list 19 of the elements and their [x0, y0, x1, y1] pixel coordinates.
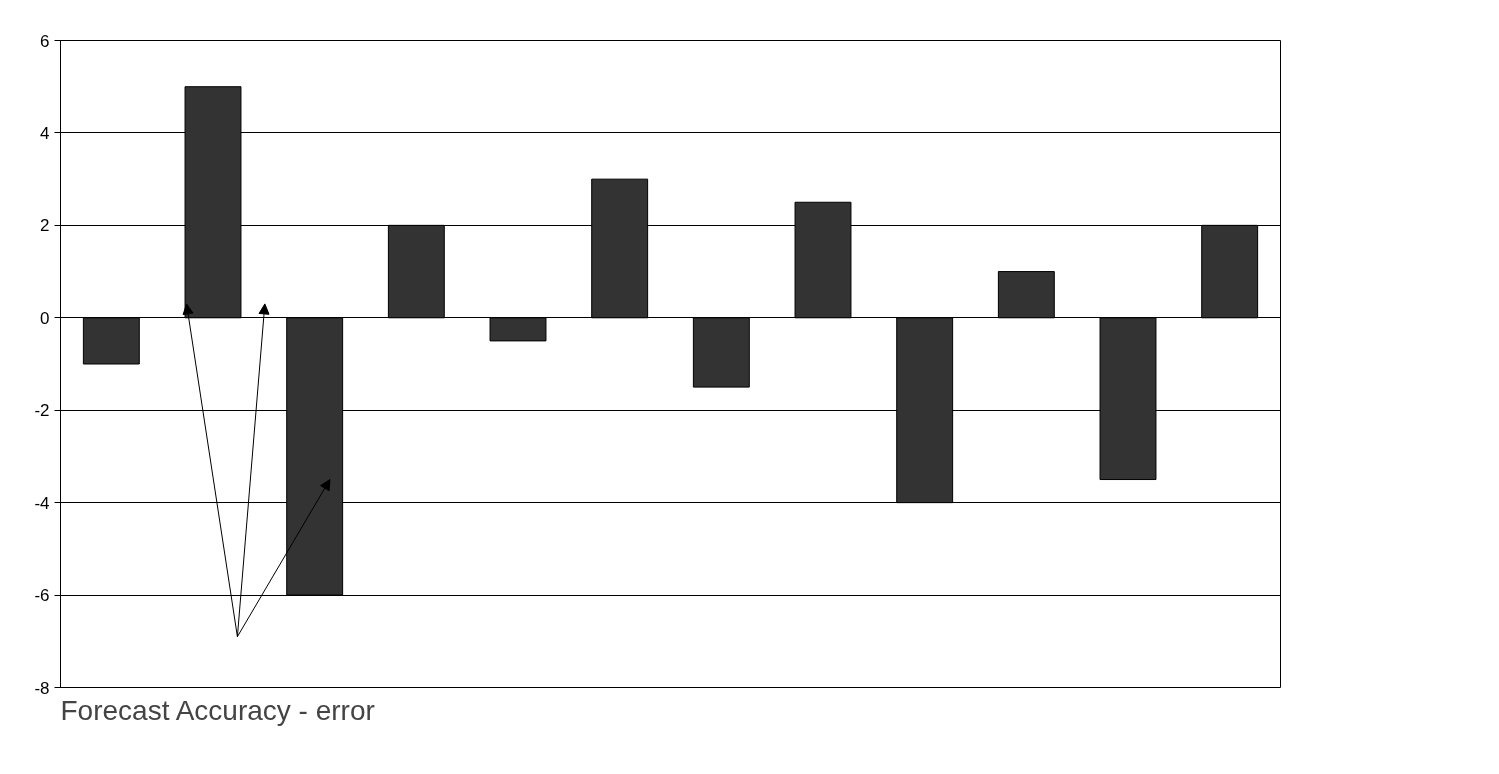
y-tick-label: 0: [40, 308, 50, 328]
bar: [896, 317, 954, 504]
bar: [82, 317, 140, 365]
bar: [1099, 317, 1157, 481]
bar: [794, 201, 852, 319]
y-tick-label: 2: [40, 216, 50, 236]
bar: [387, 224, 445, 319]
y-tick-label: 4: [40, 123, 50, 143]
text: Forecast Accuracy - error: [60, 694, 375, 726]
y-tick-label: -2: [34, 401, 50, 421]
bar: [1201, 224, 1259, 319]
bar: [997, 271, 1055, 319]
y-tick-label: -8: [34, 678, 50, 698]
y-tick-label: 6: [40, 31, 50, 51]
y-tick-label: -4: [34, 493, 50, 513]
bar: [489, 317, 547, 342]
bar: [591, 178, 649, 319]
bar: [692, 317, 750, 388]
y-tick-label: -6: [34, 586, 50, 606]
